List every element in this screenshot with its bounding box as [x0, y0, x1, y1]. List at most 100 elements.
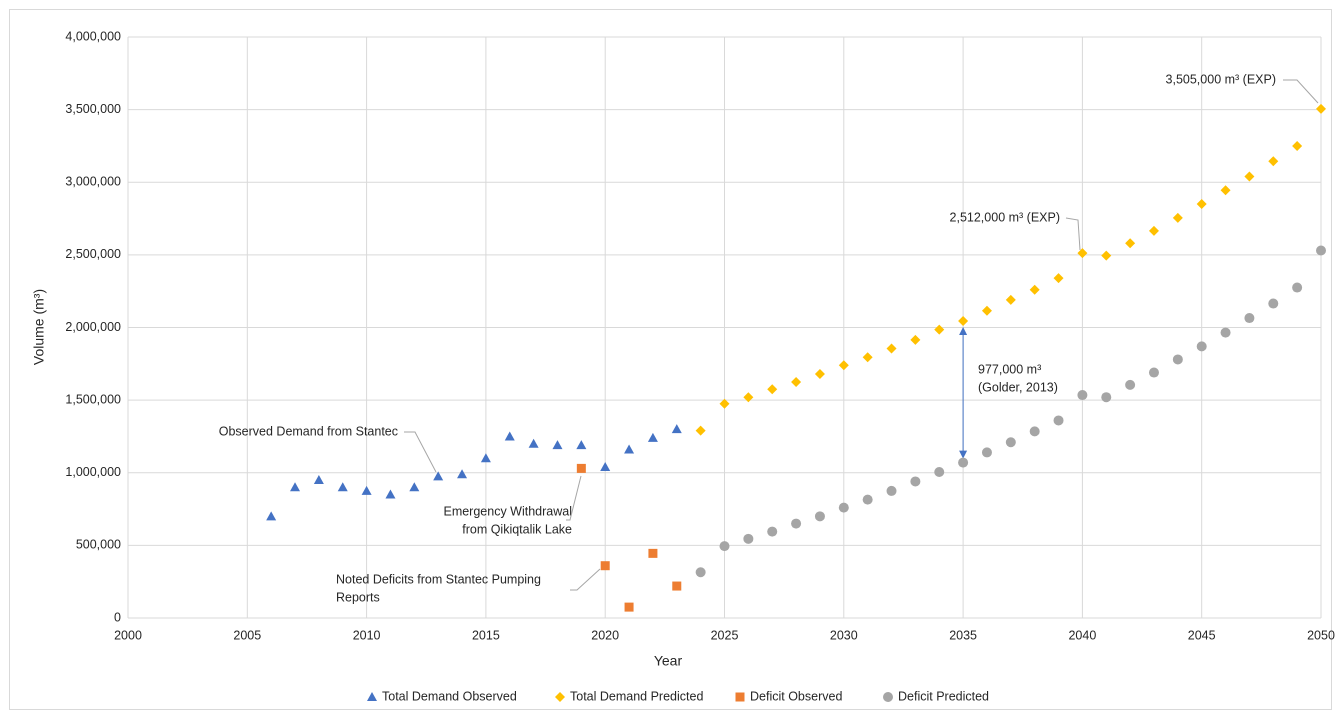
annotation: Reports — [336, 590, 380, 604]
circle-marker — [1077, 390, 1088, 401]
leader-line — [566, 475, 582, 521]
diamond-marker — [838, 360, 849, 371]
diamond-marker — [1125, 238, 1136, 249]
x-tick-label: 2015 — [472, 628, 500, 642]
triangle-marker — [671, 424, 682, 434]
circle-marker — [886, 485, 897, 496]
square-marker — [624, 602, 634, 612]
x-tick-label: 2050 — [1307, 628, 1335, 642]
legend-label: Deficit Predicted — [898, 689, 989, 703]
x-tick-label: 2040 — [1068, 628, 1096, 642]
y-tick-label: 0 — [114, 610, 121, 624]
diamond-marker — [1101, 250, 1112, 261]
y-tick-label: 1,500,000 — [65, 392, 121, 406]
leader-line — [1283, 79, 1319, 104]
diamond-marker — [719, 398, 730, 409]
circle-marker — [1244, 313, 1255, 324]
triangle-marker — [433, 471, 444, 481]
annotation: Observed Demand from Stantec — [219, 424, 398, 438]
legend-label: Total Demand Predicted — [570, 689, 703, 703]
triangle-marker — [528, 438, 539, 448]
triangle-marker — [576, 440, 587, 450]
x-tick-label: 2030 — [830, 628, 858, 642]
arrow-head — [959, 450, 968, 459]
legend-label: Total Demand Observed — [382, 689, 517, 703]
circle-marker — [838, 502, 849, 513]
diamond-marker — [1005, 294, 1016, 305]
leader-line — [1065, 217, 1081, 251]
circle-marker — [1053, 415, 1064, 426]
triangle-marker — [337, 482, 348, 492]
circle-marker — [1029, 426, 1040, 437]
legend-label: Deficit Observed — [750, 689, 842, 703]
square-marker — [672, 581, 682, 591]
circle-marker — [1268, 298, 1279, 309]
circle-marker — [862, 494, 873, 505]
diamond-marker — [767, 384, 778, 395]
circle-marker — [1125, 379, 1136, 390]
square-marker — [576, 463, 586, 473]
circle-marker — [1172, 354, 1183, 365]
annotation: 3,505,000 m³ (EXP) — [1166, 72, 1276, 86]
x-axis-title: Year — [654, 653, 683, 669]
diamond-marker — [1244, 171, 1255, 182]
diamond-marker — [981, 305, 992, 316]
annotation: 977,000 m³ — [978, 362, 1041, 376]
triangle-marker — [552, 440, 563, 450]
triangle-marker — [457, 469, 468, 479]
square-marker — [648, 548, 658, 558]
diamond-marker — [1148, 225, 1159, 236]
diamond-marker — [910, 334, 921, 345]
triangle-marker — [409, 482, 420, 492]
circle-marker — [791, 518, 802, 529]
circle-marker — [1292, 282, 1303, 293]
triangle-marker — [385, 489, 396, 499]
y-tick-label: 1,000,000 — [65, 465, 121, 479]
diamond-marker — [1292, 140, 1303, 151]
leader-line — [404, 431, 437, 473]
annotation: from Qikiqtalik Lake — [462, 522, 572, 536]
diamond-marker — [862, 352, 873, 363]
annotation: 2,512,000 m³ (EXP) — [950, 210, 1060, 224]
y-tick-label: 4,000,000 — [65, 29, 121, 43]
diamond-marker — [1196, 199, 1207, 210]
y-tick-label: 500,000 — [76, 538, 121, 552]
triangle-marker — [266, 511, 277, 521]
diamond-marker — [743, 392, 754, 403]
square-marker — [735, 692, 745, 702]
circle-marker — [1005, 437, 1016, 448]
circle-marker — [1220, 327, 1231, 338]
x-tick-label: 2000 — [114, 628, 142, 642]
triangle-marker — [361, 485, 372, 495]
diamond-marker — [1029, 284, 1040, 295]
y-axis-title: Volume (m³) — [31, 289, 47, 365]
y-tick-label: 2,500,000 — [65, 247, 121, 261]
arrow-head — [959, 326, 968, 335]
circle-marker — [1196, 341, 1207, 352]
diamond-marker — [814, 368, 825, 379]
x-tick-label: 2020 — [591, 628, 619, 642]
circle-marker — [883, 692, 893, 702]
diamond-marker — [791, 376, 802, 387]
annotation: (Golder, 2013) — [978, 380, 1058, 394]
diamond-marker — [555, 692, 565, 702]
triangle-marker — [367, 692, 377, 701]
diamond-marker — [934, 324, 945, 335]
circle-marker — [1316, 245, 1326, 256]
diamond-marker — [1053, 273, 1064, 284]
square-marker — [600, 561, 610, 571]
triangle-marker — [504, 431, 515, 441]
annotation: Noted Deficits from Stantec Pumping — [336, 572, 541, 586]
y-tick-label: 3,000,000 — [65, 175, 121, 189]
diamond-marker — [1268, 156, 1279, 167]
triangle-marker — [624, 444, 635, 454]
diamond-marker — [1172, 212, 1183, 223]
triangle-marker — [313, 475, 324, 485]
x-tick-label: 2035 — [949, 628, 977, 642]
x-tick-label: 2005 — [233, 628, 261, 642]
circle-marker — [719, 541, 730, 552]
x-tick-label: 2045 — [1188, 628, 1216, 642]
diamond-marker — [958, 315, 969, 326]
diamond-marker — [1316, 103, 1326, 114]
circle-marker — [695, 567, 706, 578]
